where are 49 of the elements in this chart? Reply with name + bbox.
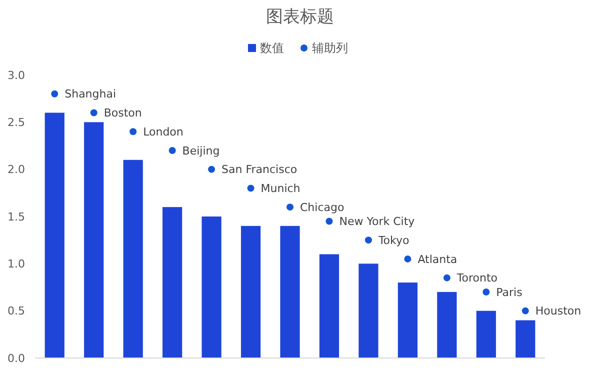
y-tick-label: 0.0 (8, 352, 25, 365)
bar (240, 226, 261, 358)
point (482, 288, 490, 296)
bar (516, 320, 536, 358)
data-label: San Francisco (222, 163, 298, 176)
legend-label: 辅助列 (312, 41, 348, 56)
y-tick-label: 1.5 (8, 210, 25, 224)
bar (280, 226, 300, 358)
point (404, 255, 412, 262)
bar (44, 112, 64, 358)
data-label: Boston (104, 106, 142, 120)
point (90, 109, 98, 116)
data-label: Shanghai (64, 88, 116, 101)
point (522, 307, 529, 314)
point (51, 90, 58, 98)
bar (84, 122, 104, 358)
data-label: London (143, 125, 184, 138)
data-label: New York City (339, 215, 416, 228)
data-label: Atlanta (418, 252, 458, 266)
point (326, 218, 333, 225)
bar (476, 310, 496, 358)
bar (437, 292, 457, 358)
data-label: Houston (535, 304, 582, 318)
bar (202, 216, 222, 358)
data-label: Paris (496, 286, 523, 299)
data-label: Chicago (300, 200, 344, 214)
point (364, 236, 372, 244)
data-label: Tokyo (377, 234, 410, 247)
data-label: Toronto (456, 272, 498, 285)
point (286, 204, 294, 211)
bar (319, 254, 340, 358)
point (130, 128, 137, 136)
y-tick-label: 2.0 (8, 163, 25, 176)
data-label: Beijing (182, 144, 220, 158)
legend-label: 数值 (260, 41, 284, 56)
y-tick-label: 2.5 (8, 116, 25, 130)
bar (123, 160, 143, 358)
bar (358, 264, 378, 358)
y-tick-label: 0.5 (8, 304, 25, 318)
point (168, 146, 176, 154)
y-tick-label: 3.0 (8, 68, 25, 82)
chart-title: 图表标题 (266, 7, 334, 27)
point (208, 166, 216, 173)
data-label: Munich (260, 182, 300, 196)
bar (398, 282, 418, 358)
point (443, 274, 450, 282)
bar (162, 207, 182, 358)
y-tick-label: 1.0 (8, 258, 25, 271)
point (247, 184, 254, 192)
